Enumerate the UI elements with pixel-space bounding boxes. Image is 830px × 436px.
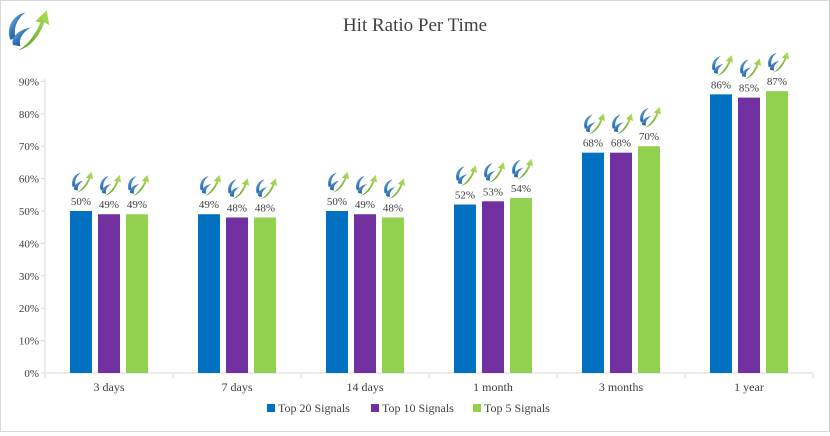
y-tick-label: 50%	[19, 206, 39, 218]
bar	[198, 214, 220, 373]
data-label: 50%	[71, 196, 91, 208]
y-tick-label: 60%	[19, 174, 39, 186]
data-label: 49%	[199, 199, 219, 211]
globe-arrow-icon	[128, 174, 150, 196]
globe-arrow-icon	[384, 178, 406, 199]
y-tick-label: 30%	[19, 271, 39, 283]
data-label: 70%	[639, 131, 659, 143]
chart-title: Hit Ratio Per Time	[343, 15, 487, 36]
y-tick-label: 20%	[19, 303, 39, 315]
globe-arrow-icon	[72, 171, 94, 193]
bar	[70, 211, 92, 373]
bar	[354, 214, 376, 373]
globe-arrow-icon	[640, 106, 662, 128]
bar	[98, 214, 120, 373]
bars	[70, 91, 788, 374]
globe-arrow-logo-icon	[8, 10, 50, 50]
data-label: 48%	[383, 202, 403, 214]
x-tick-label: 3 days	[94, 380, 125, 394]
legend: Top 20 Signals Top 10 Signals Top 5 Signal…	[267, 401, 550, 415]
bar	[738, 97, 760, 373]
bar	[582, 152, 604, 373]
bar	[326, 211, 348, 373]
data-label: 87%	[767, 76, 787, 88]
y-axis: 0% 10% 20% 30% 40% 50% 60% 70% 80% 90%	[19, 76, 46, 380]
legend-swatch	[473, 404, 481, 412]
data-label: 49%	[355, 199, 375, 211]
bar	[254, 217, 276, 373]
data-label: 52%	[455, 190, 475, 202]
legend-label: Top 10 Signals	[382, 401, 454, 415]
bar	[126, 214, 148, 373]
y-tick-label: 10%	[19, 336, 39, 348]
globe-arrow-icon	[100, 174, 122, 196]
globe-arrow-icon	[740, 58, 762, 79]
data-label: 48%	[227, 202, 247, 214]
data-label: 86%	[711, 79, 731, 91]
bar	[482, 201, 504, 373]
data-label: 49%	[99, 199, 119, 211]
bar	[382, 217, 404, 373]
x-tick-label: 14 days	[347, 380, 384, 394]
globe-arrow-icon	[484, 161, 506, 183]
data-labels: 50% 49% 49% 49% 48% 48% 50% 49% 48% 52% 53% 54% 68% 6…	[71, 76, 787, 214]
x-tick-label: 7 days	[222, 380, 253, 394]
bar-markers	[72, 51, 790, 199]
globe-arrow-icon	[200, 174, 222, 196]
y-tick-label: 80%	[19, 109, 39, 121]
globe-arrow-icon	[768, 51, 790, 73]
legend-label: Top 5 Signals	[484, 401, 550, 415]
data-label: 49%	[127, 199, 147, 211]
data-label: 85%	[739, 83, 759, 95]
globe-arrow-icon	[584, 113, 606, 135]
globe-arrow-icon	[356, 174, 378, 196]
bar	[454, 204, 476, 373]
y-tick-label: 70%	[19, 141, 39, 153]
bar	[710, 94, 732, 374]
y-tick-label: 90%	[19, 76, 39, 88]
globe-arrow-icon	[228, 178, 250, 199]
globe-arrow-icon	[456, 165, 478, 186]
logo	[8, 10, 50, 50]
x-tick-label: 1 month	[473, 380, 513, 394]
bar	[638, 146, 660, 373]
data-label: 48%	[255, 202, 275, 214]
bar	[766, 91, 788, 374]
data-label: 68%	[583, 138, 603, 150]
globe-arrow-icon	[256, 178, 278, 199]
data-label: 68%	[611, 138, 631, 150]
globe-arrow-icon	[328, 171, 350, 193]
data-label: 53%	[483, 186, 503, 198]
data-label: 54%	[511, 183, 531, 195]
legend-swatch	[267, 404, 275, 412]
globe-arrow-icon	[612, 113, 634, 135]
bar	[510, 198, 532, 373]
legend-label: Top 20 Signals	[278, 401, 350, 415]
bar	[226, 217, 248, 373]
legend-swatch	[371, 404, 379, 412]
globe-arrow-icon	[512, 158, 534, 180]
x-axis: 3 days 7 days 14 days 1 month 3 months 1 year	[44, 372, 814, 394]
data-label: 50%	[327, 196, 347, 208]
x-tick-label: 3 months	[599, 380, 644, 394]
bar	[610, 152, 632, 373]
globe-arrow-icon	[712, 54, 734, 76]
y-tick-label: 40%	[19, 238, 39, 250]
y-tick-label: 0%	[24, 368, 39, 380]
x-tick-label: 1 year	[734, 380, 764, 394]
